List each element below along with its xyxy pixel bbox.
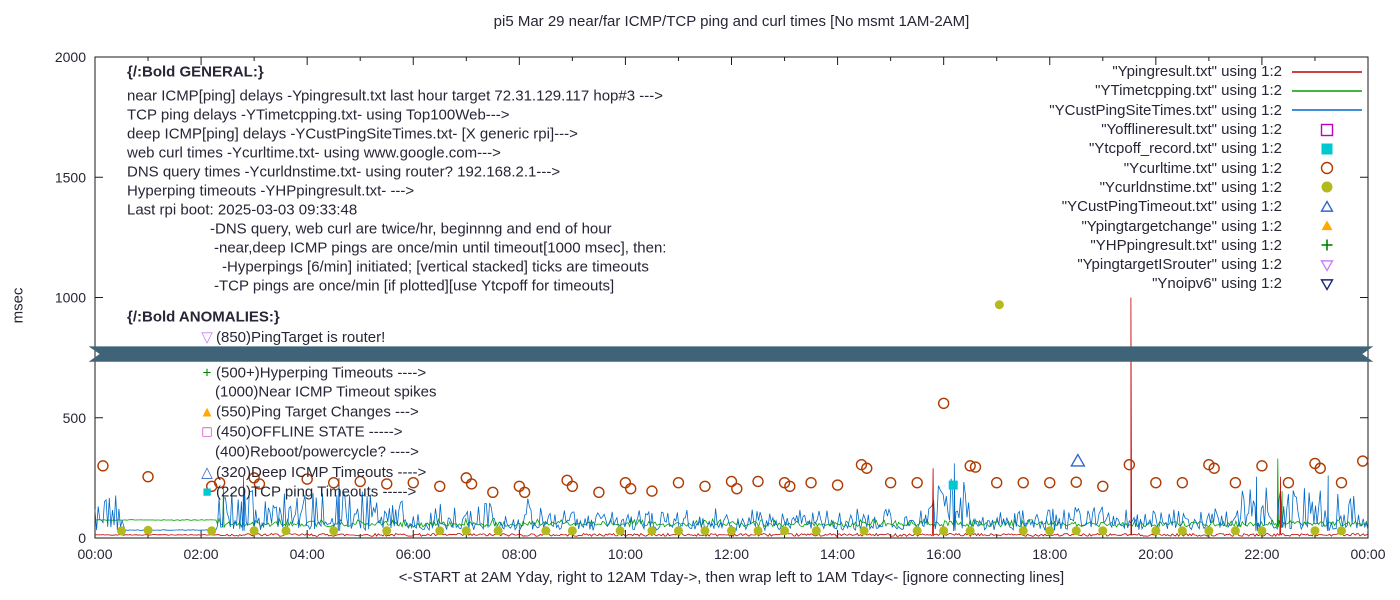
legend-label: "YpingtargetISrouter" using 1:2 [1077, 256, 1282, 274]
x-tick-label: 00:00 [77, 546, 112, 562]
scatter-markers [97, 300, 1369, 536]
legend-marker-tridown-open-icon [1320, 279, 1334, 291]
legend-item: "YTimetcpping.txt" using 1:2 [1049, 81, 1364, 100]
y-tick-label: 1500 [55, 169, 86, 185]
series-YCustPingSiteTimes [94, 463, 1369, 532]
x-tick-label: 12:00 [714, 546, 749, 562]
y-tick-label: 500 [63, 410, 87, 426]
series-YTimetcpping [94, 458, 1369, 531]
legend-marker-triangle-open-icon [1320, 199, 1334, 212]
legend-label: "YHPpingresult.txt" using 1:2 [1090, 236, 1282, 254]
x-tick-label: 06:00 [396, 546, 431, 562]
x-tick-label: 08:00 [502, 546, 537, 562]
series-Ypingresult [94, 297, 1369, 538]
legend-label: "YCustPingTimeout.txt" using 1:2 [1061, 198, 1282, 216]
highlight-band [88, 346, 1374, 362]
legend-item: "Ycurltime.txt" using 1:2 [1049, 158, 1364, 177]
y-tick-label: 0 [78, 530, 86, 546]
x-tick-label: 04:00 [290, 546, 325, 562]
y-tick-label: 2000 [55, 49, 86, 65]
legend-marker-circle-icon [1321, 181, 1333, 193]
legend-marker-line-icon [1292, 70, 1362, 73]
x-tick-label: 14:00 [820, 546, 855, 562]
legend-item: "YpingtargetISrouter" using 1:2 [1049, 255, 1364, 274]
legend-item: "Yofflineresult.txt" using 1:2 [1049, 120, 1364, 139]
legend-item: "YHPpingresult.txt" using 1:2 [1049, 236, 1364, 255]
legend-marker-triangle-icon [1321, 220, 1333, 231]
legend-label: "Yofflineresult.txt" using 1:2 [1101, 121, 1282, 139]
legend-label: "YCustPingSiteTimes.txt" using 1:2 [1049, 101, 1282, 119]
legend-marker-plus-icon [1321, 239, 1333, 251]
legend-marker-square-open-icon [1320, 123, 1334, 136]
y-tick-label: 1000 [55, 290, 86, 306]
x-tick-label: 02:00 [184, 546, 219, 562]
x-tick-label: 22:00 [1244, 546, 1279, 562]
x-tick-label: 00:00 [1350, 546, 1385, 562]
chart-title: pi5 Mar 29 near/far ICMP/TCP ping and cu… [493, 13, 970, 30]
legend-item: "YCustPingSiteTimes.txt" using 1:2 [1049, 101, 1364, 120]
x-tick-label: 20:00 [1138, 546, 1173, 562]
legend-item: "YCustPingTimeout.txt" using 1:2 [1049, 197, 1364, 216]
legend-marker-line-icon [1292, 90, 1362, 92]
legend-label: "Ynoipv6" using 1:2 [1152, 275, 1282, 293]
legend-item: "Ypingresult.txt" using 1:2 [1049, 62, 1364, 81]
series-lines [94, 297, 1369, 538]
legend-label: "Ytcpoff_record.txt" using 1:2 [1089, 140, 1282, 158]
legend-label: "Ycurldnstime.txt" using 1:2 [1099, 178, 1282, 196]
legend-marker-line-icon [1292, 109, 1362, 111]
legend-marker-tridown-open-icon [1320, 259, 1334, 272]
legend-marker-square-icon [1321, 143, 1333, 155]
legend-item: "Ycurldnstime.txt" using 1:2 [1049, 178, 1364, 197]
legend-item: "Ynoipv6" using 1:2 [1049, 274, 1364, 293]
x-tick-label: 10:00 [608, 546, 643, 562]
legend-label: "Ypingtargetchange" using 1:2 [1081, 217, 1282, 235]
legend-item: "Ytcpoff_record.txt" using 1:2 [1049, 139, 1364, 158]
legend-marker-circle-open-icon [1320, 161, 1334, 175]
legend-label: "Ycurltime.txt" using 1:2 [1123, 159, 1282, 177]
x-tick-label: 16:00 [926, 546, 961, 562]
legend: "Ypingresult.txt" using 1:2 "YTimetcpping… [1049, 62, 1364, 294]
legend-label: "Ypingresult.txt" using 1:2 [1112, 63, 1282, 81]
axes: 00:00 02:00 04:00 06:00 08:00 10:00 12:00 14:00… [55, 49, 1386, 562]
x-axis-label: <-START at 2AM Yday, right to 12AM Tday-… [398, 569, 1065, 586]
x-tick-label: 18:00 [1032, 546, 1067, 562]
legend-label: "YTimetcpping.txt" using 1:2 [1095, 82, 1282, 100]
legend-item: "Ypingtargetchange" using 1:2 [1049, 216, 1364, 235]
